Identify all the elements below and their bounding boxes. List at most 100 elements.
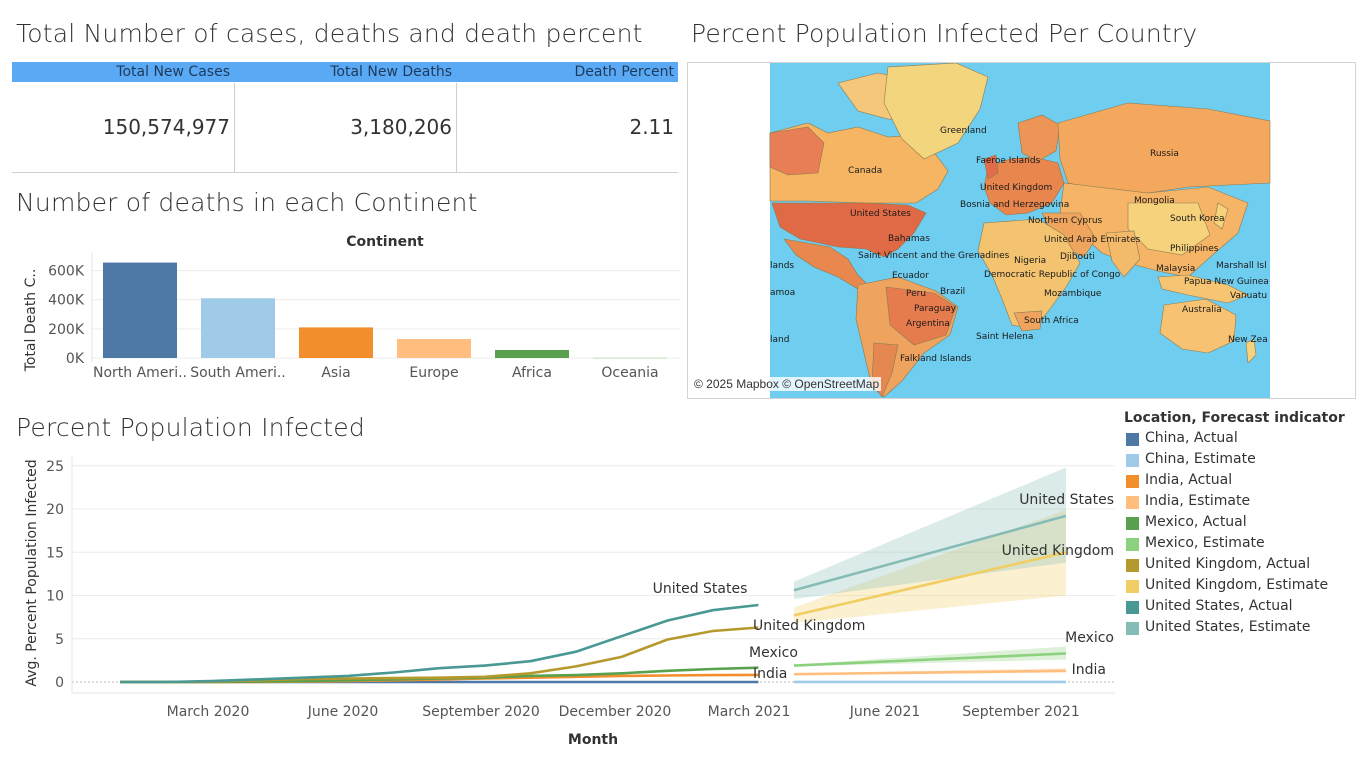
- line-end-label: Mexico: [1065, 630, 1114, 646]
- map-country-label: Russia: [1150, 149, 1179, 159]
- line-united-kingdom-actual[interactable]: [120, 626, 759, 684]
- legend-label: United States, Actual: [1145, 598, 1293, 614]
- map-country-label: Mongolia: [1134, 196, 1175, 206]
- bar-africa[interactable]: [495, 349, 569, 358]
- map-country-label: Peru: [906, 289, 926, 299]
- map-country-label: United Arab Emirates: [1044, 235, 1141, 245]
- map-country-label: Greenland: [940, 126, 987, 136]
- legend-label: China, Actual: [1145, 430, 1238, 446]
- bar-south-america[interactable]: [201, 298, 275, 358]
- line-y-tick-label: 25: [46, 459, 64, 475]
- continent-bar-chart: Continent Total Death C.. 0K 200K 400K 600K…: [23, 234, 680, 381]
- region-united-kingdom[interactable]: [983, 154, 999, 180]
- line-y-tick-label: 5: [55, 632, 64, 648]
- map-country-label: lands: [770, 261, 794, 271]
- region-new-zealand[interactable]: [1245, 338, 1257, 364]
- bar-asia[interactable]: [299, 327, 373, 358]
- map-country-label: Democratic Republic of Congo: [984, 270, 1121, 280]
- line-united-kingdom-estimate[interactable]: [793, 551, 1067, 617]
- map-country-label: South Africa: [1024, 316, 1079, 326]
- map-country-label: Marshall Isl: [1216, 261, 1267, 271]
- map-country-label: Mozambique: [1044, 289, 1102, 299]
- map-country-label: land: [770, 335, 789, 345]
- bar-europe[interactable]: [397, 339, 471, 358]
- infected-chart-title: Percent Population Infected: [16, 413, 365, 442]
- map-country-label: Northern Cyprus: [1028, 216, 1103, 226]
- legend-label: China, Estimate: [1145, 451, 1256, 467]
- map-country-label: Saint Vincent and the Grenadines: [858, 251, 1010, 261]
- kpi-divider: [234, 83, 235, 172]
- world-map[interactable]: Greenland Russia Faeroe Islands Canada Unite…: [688, 63, 1355, 398]
- bar-category-label: Asia: [321, 365, 350, 381]
- legend-label: Mexico, Actual: [1145, 514, 1247, 530]
- map-country-label: Djibouti: [1060, 252, 1095, 262]
- line-x-tick-label: June 2021: [849, 704, 921, 720]
- line-end-label: India: [753, 666, 787, 682]
- bar-category-label: Oceania: [601, 365, 658, 381]
- region-africa[interactable]: [977, 218, 1081, 330]
- map-country-label: Bahamas: [888, 234, 930, 244]
- kpi-header-deaths: Total New Deaths: [330, 64, 452, 80]
- continent-header: Continent: [346, 234, 424, 250]
- legend-title: Location, Forecast indicator: [1124, 410, 1345, 426]
- line-end-label: Mexico: [749, 645, 798, 661]
- forecast-band-united-states-estimate: [794, 467, 1066, 599]
- legend-swatch: [1126, 454, 1139, 467]
- legend-swatch: [1126, 433, 1139, 446]
- region-japan[interactable]: [1213, 202, 1229, 230]
- legend-swatch: [1126, 538, 1139, 551]
- line-y-tick-label: 20: [46, 502, 64, 518]
- region-greenland[interactable]: [883, 63, 989, 160]
- legend-label: United States, Estimate: [1145, 619, 1311, 635]
- region-alaska[interactable]: [769, 126, 825, 176]
- kpi-header-percent: Death Percent: [574, 64, 674, 80]
- legend-swatch: [1126, 559, 1139, 572]
- kpi-bottom-rule: [12, 172, 678, 173]
- region-scandinavia[interactable]: [1017, 114, 1061, 162]
- region-se-asia-islands[interactable]: [1157, 274, 1249, 304]
- region-india[interactable]: [1105, 230, 1141, 278]
- bar-category-label: Europe: [409, 365, 458, 381]
- region-europe[interactable]: [983, 156, 1065, 216]
- region-united-states[interactable]: [771, 202, 927, 258]
- line-end-label: India: [1072, 662, 1106, 678]
- continent-chart-title: Number of deaths in each Continent: [16, 188, 478, 217]
- region-russia[interactable]: [1057, 102, 1271, 194]
- map-country-label: Australia: [1182, 305, 1222, 315]
- line-united-states-estimate[interactable]: [793, 514, 1067, 592]
- line-y-tick-label: 10: [46, 589, 64, 605]
- legend-swatch: [1126, 517, 1139, 530]
- bar-north-america[interactable]: [103, 262, 177, 358]
- infected-x-axis-label: Month: [568, 732, 618, 748]
- region-brazil[interactable]: [885, 286, 957, 346]
- line-mexico-estimate[interactable]: [793, 652, 1067, 667]
- map-country-label: Paraguay: [914, 304, 957, 314]
- line-united-states-actual[interactable]: [120, 603, 759, 684]
- legend-swatch: [1126, 496, 1139, 509]
- map-country-label: Papua New Guinea: [1184, 277, 1269, 287]
- legend-label: India, Actual: [1145, 472, 1233, 488]
- line-end-label: United Kingdom: [753, 618, 865, 634]
- region-south-africa[interactable]: [1013, 310, 1043, 332]
- legend-swatch: [1126, 475, 1139, 488]
- bar-oceania[interactable]: [593, 357, 667, 359]
- legend-label: United Kingdom, Estimate: [1145, 577, 1329, 593]
- map-country-label: South Korea: [1170, 214, 1225, 224]
- line-x-tick-label: March 2020: [167, 704, 250, 720]
- kpi-death-percent: 2.11: [629, 115, 674, 139]
- world-map-panel[interactable]: Greenland Russia Faeroe Islands Canada Unite…: [687, 62, 1356, 399]
- legend-label: Mexico, Estimate: [1145, 535, 1265, 551]
- map-country-label: Nigeria: [1014, 256, 1046, 266]
- infected-y-axis-label: Avg. Percent Population Infected: [24, 459, 40, 686]
- map-country-label: Ecuador: [892, 271, 929, 281]
- kpi-total-cases: 150,574,977: [102, 115, 230, 139]
- line-india-estimate[interactable]: [793, 669, 1067, 676]
- line-end-label: United States: [1019, 492, 1114, 508]
- legend-swatch: [1126, 601, 1139, 614]
- line-y-tick-label: 15: [46, 545, 64, 561]
- map-country-label: Philippines: [1170, 244, 1219, 254]
- region-australia[interactable]: [1159, 298, 1237, 354]
- map-country-label: Brazil: [940, 287, 965, 297]
- region-china[interactable]: [1127, 202, 1211, 256]
- map-country-label: United Kingdom: [980, 183, 1052, 193]
